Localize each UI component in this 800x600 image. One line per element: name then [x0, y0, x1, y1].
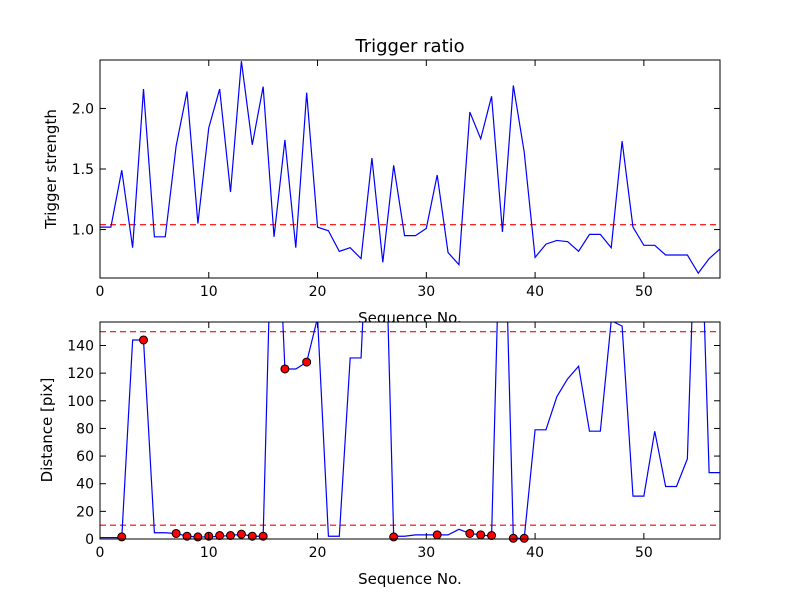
bottom-x-tick-label: 10: [200, 545, 218, 561]
top-x-tick-label: 40: [526, 284, 544, 300]
distance-marker: [139, 335, 149, 345]
top-x-ticks: 0 10 20 30 40 50: [96, 60, 653, 300]
bottom-y-tick-label: 60: [76, 449, 94, 465]
trigger-ratio-panel: 0 10 20 30 40 50 1.01.52.0 Trigger ratio Sequ…: [42, 36, 721, 327]
top-x-tick-label: 50: [635, 284, 653, 300]
bottom-y-tick-label: 100: [67, 394, 94, 410]
distance-panel: 0 10 20 30 40 50 0 20 40 60 80 100 120 140 Sequence …: [38, 321, 721, 588]
bottom-x-axis-label: Sequence No.: [358, 570, 462, 588]
distance-marker: [476, 530, 486, 540]
distance-marker: [193, 532, 203, 542]
top-title: Trigger ratio: [354, 36, 464, 57]
distance-series-line: [100, 322, 720, 539]
distance-marker: [389, 532, 399, 542]
top-plot-area: [100, 60, 720, 278]
bottom-y-tick-label: 40: [76, 477, 94, 493]
distance-marker: [519, 533, 529, 543]
bottom-x-tick-label: 20: [309, 545, 327, 561]
top-y-tick-label: 1.5: [72, 162, 94, 178]
bottom-y-tick-label: 120: [67, 366, 94, 382]
bottom-y-axis-label: Distance [pix]: [38, 378, 56, 483]
distance-marker: [117, 532, 127, 542]
bottom-x-ticks: 0 10 20 30 40 50: [96, 322, 653, 561]
distance-marker: [226, 531, 236, 541]
bottom-x-tick-label: 40: [526, 545, 544, 561]
distance-marker: [302, 357, 312, 367]
distance-marker: [487, 531, 497, 541]
bottom-y-tick-label: 20: [76, 504, 94, 520]
distance-marker: [280, 364, 290, 374]
bottom-x-tick-label: 30: [417, 545, 435, 561]
top-y-ticks: 1.0 1.5 2.0: [72, 101, 720, 239]
bottom-y-ticks: 0 20 40 60 80 100 120 140: [67, 338, 720, 548]
distance-marker: [171, 528, 181, 538]
distance-marker: [247, 531, 257, 541]
trigger-strength-series-line: [100, 61, 720, 275]
top-y-tick-label: 1.0: [72, 223, 94, 239]
distance-marker: [508, 533, 518, 543]
distance-marker: [182, 531, 192, 541]
distance-marker: [465, 528, 475, 538]
bottom-y-tick-label: 0: [85, 532, 94, 548]
top-x-tick-label: 10: [200, 284, 218, 300]
distance-markers: [117, 335, 529, 543]
bottom-y-tick-label: 140: [67, 338, 94, 354]
distance-marker: [432, 530, 442, 540]
top-axes-frame: [99, 59, 721, 279]
bottom-axes-frame: [99, 321, 721, 540]
distance-marker: [258, 531, 268, 541]
bottom-x-tick-label: 0: [96, 545, 105, 561]
top-x-tick-label: 0: [96, 284, 105, 300]
top-y-tick-label: 2.0: [72, 101, 94, 117]
bottom-y-tick-label: 80: [76, 421, 94, 437]
distance-marker: [215, 531, 225, 541]
top-x-tick-label: 20: [309, 284, 327, 300]
top-x-tick-label: 30: [417, 284, 435, 300]
top-y-axis-label: Trigger strength: [42, 109, 60, 230]
distance-marker: [236, 529, 246, 539]
bottom-x-tick-label: 50: [635, 545, 653, 561]
bottom-plot-area: [100, 322, 720, 539]
